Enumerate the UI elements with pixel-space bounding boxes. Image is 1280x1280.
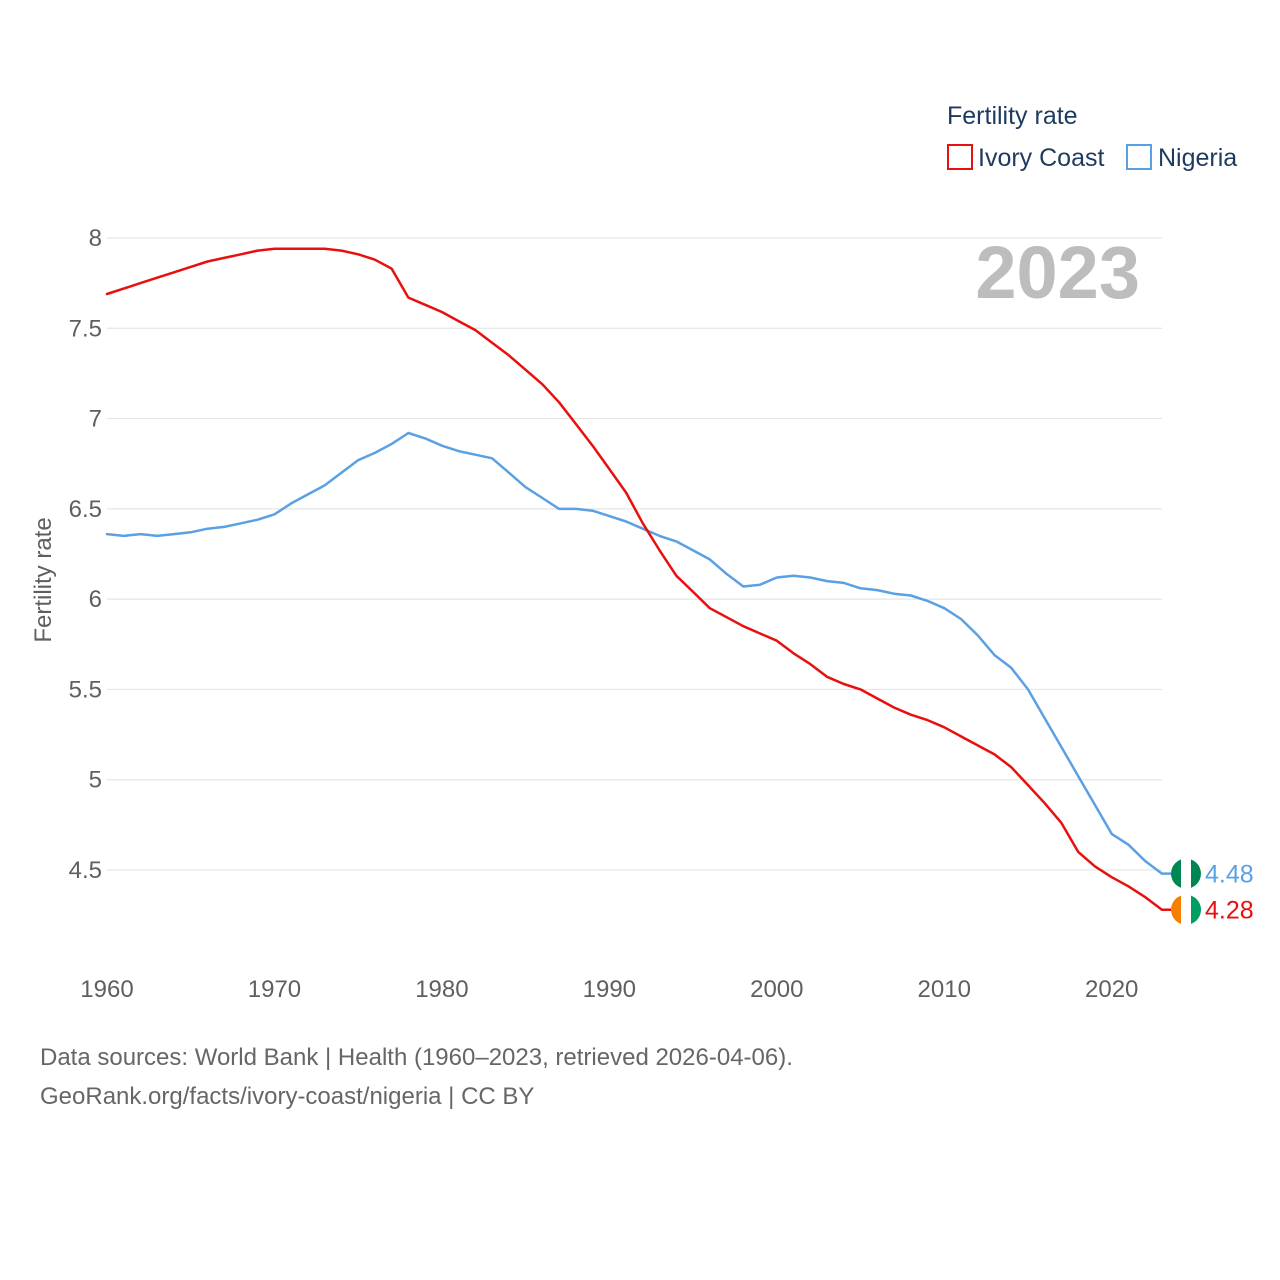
y-tick-label: 8 (89, 225, 102, 252)
x-tick-label: 1970 (248, 976, 301, 1003)
flag-marker-ivory-coast[interactable] (1171, 894, 1202, 925)
legend: Fertility rate Ivory Coast Nigeria (947, 102, 1237, 172)
series-line-nigeria[interactable] (105, 431, 1164, 875)
flag-marker-nigeria[interactable] (1171, 858, 1202, 889)
legend-swatch-nigeria (1126, 144, 1152, 170)
legend-label-nigeria: Nigeria (1158, 144, 1237, 172)
x-tick-label: 2000 (750, 976, 803, 1003)
legend-item-nigeria[interactable]: Nigeria (1126, 144, 1237, 172)
year-label: 2023 (975, 231, 1140, 314)
y-tick-label: 6 (89, 586, 102, 613)
flag-stripe (1181, 858, 1192, 889)
flag-stripe (1191, 894, 1201, 925)
x-tick-label: 2010 (918, 976, 971, 1003)
x-axis-ticks: 1960 1970 1980 1990 2000 2010 2020 (80, 976, 1138, 1003)
flag-stripe (1181, 894, 1192, 925)
y-tick-label: 7 (89, 406, 102, 433)
y-tick-label: 5.5 (69, 676, 102, 703)
y-tick-label: 5 (89, 767, 102, 794)
legend-swatch-ivory-coast (947, 144, 973, 170)
x-tick-label: 1960 (80, 976, 133, 1003)
y-tick-label: 6.5 (69, 496, 102, 523)
y-axis-title: Fertility rate (30, 517, 57, 642)
series-line-ivory-coast[interactable] (105, 247, 1164, 911)
legend-item-ivory-coast[interactable]: Ivory Coast (947, 144, 1104, 172)
series-lines (105, 247, 1164, 911)
footer-credit[interactable]: GeoRank.org/facts/ivory-coast/nigeria | … (40, 1083, 535, 1110)
flag-stripe (1171, 858, 1182, 889)
x-tick-label: 1980 (415, 976, 468, 1003)
legend-label-ivory-coast: Ivory Coast (978, 144, 1104, 172)
flag-stripe (1171, 894, 1182, 925)
legend-title: Fertility rate (947, 102, 1078, 130)
end-value-label-ivory-coast: 4.28 (1205, 897, 1254, 925)
y-tick-label: 7.5 (69, 315, 102, 342)
x-tick-label: 1990 (583, 976, 636, 1003)
flag-stripe (1191, 858, 1201, 889)
y-axis-ticks: 4.5 5 5.5 6 6.5 7 7.5 8 (69, 225, 102, 884)
x-tick-label: 2020 (1085, 976, 1138, 1003)
end-value-label-nigeria: 4.48 (1205, 861, 1254, 889)
y-tick-label: 4.5 (69, 857, 102, 884)
series-end-markers: 4.28 4.48 (1161, 858, 1254, 925)
gridlines (107, 237, 1162, 871)
footer-sources: Data sources: World Bank | Health (1960–… (40, 1044, 793, 1071)
